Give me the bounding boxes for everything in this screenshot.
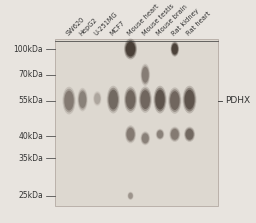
Text: Mouse brain: Mouse brain xyxy=(156,4,189,37)
Ellipse shape xyxy=(124,39,137,59)
Ellipse shape xyxy=(62,87,76,114)
Ellipse shape xyxy=(94,93,100,104)
Ellipse shape xyxy=(127,192,134,200)
Ellipse shape xyxy=(170,128,179,141)
Ellipse shape xyxy=(77,88,88,112)
Text: 35kDa: 35kDa xyxy=(18,154,43,163)
Ellipse shape xyxy=(128,192,133,199)
Ellipse shape xyxy=(64,91,74,111)
Ellipse shape xyxy=(125,40,136,58)
Text: 25kDa: 25kDa xyxy=(18,191,43,200)
Text: 55kDa: 55kDa xyxy=(18,96,43,105)
Ellipse shape xyxy=(141,64,150,86)
FancyBboxPatch shape xyxy=(56,39,218,206)
Ellipse shape xyxy=(141,65,150,84)
Ellipse shape xyxy=(142,67,149,83)
Ellipse shape xyxy=(126,127,135,142)
Ellipse shape xyxy=(126,90,135,109)
Text: HepG2: HepG2 xyxy=(78,17,99,37)
Ellipse shape xyxy=(142,133,149,143)
Ellipse shape xyxy=(172,43,178,54)
Ellipse shape xyxy=(170,41,179,57)
Ellipse shape xyxy=(171,42,178,56)
Ellipse shape xyxy=(185,128,194,141)
Text: PDHX: PDHX xyxy=(225,96,250,105)
Ellipse shape xyxy=(141,131,150,145)
Ellipse shape xyxy=(184,127,195,142)
Ellipse shape xyxy=(141,132,150,144)
Ellipse shape xyxy=(154,88,166,112)
Ellipse shape xyxy=(63,89,75,112)
Ellipse shape xyxy=(154,86,167,114)
Ellipse shape xyxy=(124,86,137,113)
Ellipse shape xyxy=(184,88,195,112)
Ellipse shape xyxy=(125,88,136,111)
Text: SW620: SW620 xyxy=(65,16,86,37)
Text: 100kDa: 100kDa xyxy=(14,45,43,54)
Ellipse shape xyxy=(156,130,164,139)
Ellipse shape xyxy=(141,90,150,109)
Text: Rat kidney: Rat kidney xyxy=(170,8,200,37)
Ellipse shape xyxy=(93,91,102,106)
Text: Mouse testis: Mouse testis xyxy=(141,3,175,37)
Ellipse shape xyxy=(155,90,165,109)
Ellipse shape xyxy=(185,90,195,109)
Text: 70kDa: 70kDa xyxy=(18,70,43,79)
Text: MCF7: MCF7 xyxy=(109,20,126,37)
Ellipse shape xyxy=(109,90,118,109)
Ellipse shape xyxy=(186,129,194,140)
Ellipse shape xyxy=(125,125,136,143)
Ellipse shape xyxy=(107,86,120,114)
Text: U-251MG: U-251MG xyxy=(93,11,119,37)
Ellipse shape xyxy=(168,87,181,114)
Ellipse shape xyxy=(171,129,179,140)
Ellipse shape xyxy=(169,127,180,142)
Ellipse shape xyxy=(170,91,179,110)
Ellipse shape xyxy=(78,89,87,110)
Ellipse shape xyxy=(126,41,135,56)
Ellipse shape xyxy=(79,91,86,108)
Ellipse shape xyxy=(157,130,163,138)
Ellipse shape xyxy=(140,88,151,111)
Ellipse shape xyxy=(94,92,101,105)
Ellipse shape xyxy=(183,86,196,114)
Ellipse shape xyxy=(139,86,152,113)
Text: Mouse heart: Mouse heart xyxy=(126,4,160,37)
Ellipse shape xyxy=(169,89,180,112)
Ellipse shape xyxy=(128,193,133,199)
Text: Rat heart: Rat heart xyxy=(185,11,212,37)
Text: 40kDa: 40kDa xyxy=(18,132,43,141)
Ellipse shape xyxy=(108,88,119,112)
Ellipse shape xyxy=(126,128,134,141)
Ellipse shape xyxy=(156,129,164,140)
